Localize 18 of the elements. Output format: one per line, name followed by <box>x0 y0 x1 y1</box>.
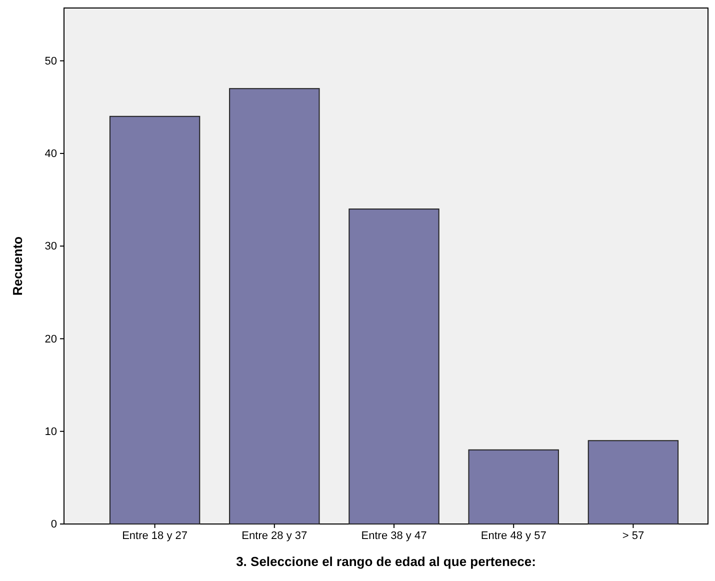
y-tick-label: 20 <box>44 333 57 346</box>
bar <box>588 440 679 524</box>
x-tick-label: > 57 <box>622 530 644 542</box>
bar <box>109 116 200 524</box>
y-axis-title: Recuento <box>10 236 25 296</box>
y-tick-label: 40 <box>44 148 57 160</box>
y-tick-label: 10 <box>44 426 57 438</box>
x-tick-label: Entre 48 y 57 <box>480 530 546 542</box>
y-tick-label: 50 <box>44 55 57 68</box>
x-tick-label: Entre 18 y 27 <box>122 530 188 542</box>
y-tick-label: 30 <box>44 240 57 253</box>
bar <box>348 208 440 524</box>
bar <box>229 88 320 524</box>
x-tick-label: Entre 28 y 37 <box>242 530 308 542</box>
x-axis-title: 3. Seleccione el rango de edad al que pertenece: <box>236 554 536 569</box>
x-tick-label: Entre 38 y 47 <box>361 530 427 542</box>
y-tick-label: 0 <box>50 518 57 531</box>
bar <box>468 449 559 524</box>
